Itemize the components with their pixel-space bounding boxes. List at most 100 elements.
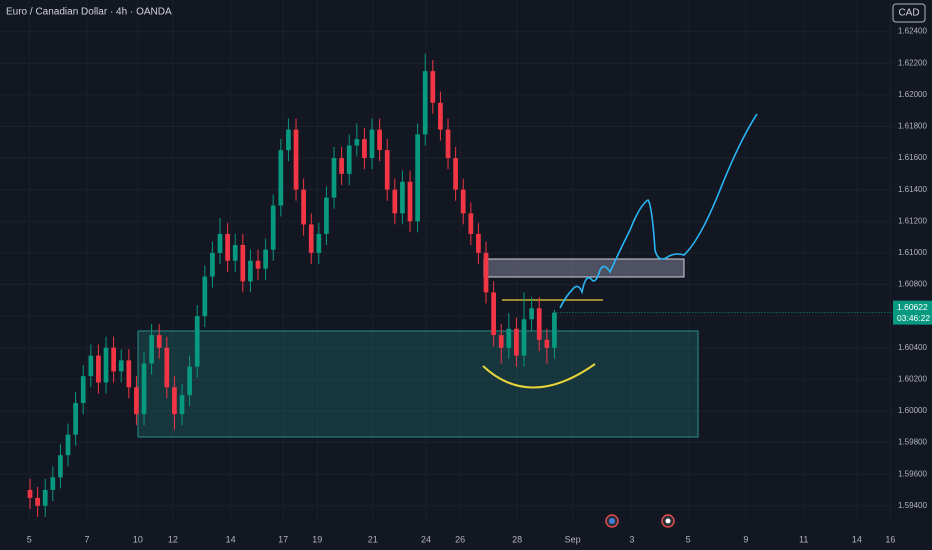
- candle-body: [354, 139, 360, 146]
- x-tick-label: 21: [368, 534, 378, 544]
- x-tick-label: 24: [421, 534, 431, 544]
- x-tick-label: 5: [686, 534, 691, 544]
- x-tick-label: 16: [885, 534, 895, 544]
- candle-body: [58, 455, 63, 478]
- candle-body: [362, 139, 367, 159]
- candle-body: [240, 244, 246, 282]
- candle-body: [316, 233, 322, 253]
- x-tick-label: 12: [168, 534, 178, 544]
- last-price-tag: [893, 300, 932, 325]
- candle-body: [187, 366, 192, 396]
- candle-body: [301, 189, 306, 225]
- candle-body: [430, 71, 436, 103]
- event-icon-dot: [665, 518, 671, 524]
- price-axis: [893, 0, 932, 550]
- y-tick-label: 1.60200: [898, 374, 927, 383]
- candle-body: [400, 181, 405, 214]
- y-tick-label: 1.60000: [898, 406, 927, 415]
- candle-body: [491, 292, 496, 336]
- candle-body: [134, 387, 139, 415]
- candle-body: [308, 224, 314, 253]
- rounding-bottom: [482, 363, 596, 389]
- candle-body: [118, 360, 124, 372]
- candle-body: [407, 181, 413, 222]
- candle-body: [521, 319, 527, 356]
- y-tick-label: 1.60400: [898, 343, 927, 352]
- countdown-label: 03:46:22: [897, 313, 930, 323]
- candle-body: [202, 276, 208, 317]
- x-tick-label: 14: [226, 534, 236, 544]
- currency-button[interactable]: [892, 3, 926, 23]
- candle-body: [27, 489, 33, 498]
- candle-body: [164, 347, 170, 388]
- x-tick-label: 26: [455, 534, 465, 544]
- last-price-label: 1.60622: [897, 302, 928, 312]
- candle-body: [438, 102, 443, 130]
- candle-body: [324, 197, 329, 234]
- candle-body: [50, 477, 56, 490]
- x-tick-label: 3: [629, 534, 634, 544]
- candle-body: [141, 363, 147, 415]
- y-tick-label: 1.61200: [898, 216, 927, 225]
- y-tick-label: 1.61400: [898, 185, 927, 194]
- event-icon-dot: [609, 518, 615, 524]
- time-axis: [0, 520, 932, 550]
- candle-body: [552, 312, 557, 348]
- chart-title: Euro / Canadian Dollar · 4h · OANDA: [6, 7, 172, 18]
- candle-body: [544, 339, 550, 348]
- projection-path: [559, 113, 758, 309]
- candle-body: [369, 129, 375, 159]
- candle-body: [172, 387, 177, 415]
- candle-body: [498, 335, 504, 348]
- candle-body: [339, 158, 344, 174]
- candle-body: [126, 360, 132, 388]
- y-tick-label: 1.60800: [898, 280, 927, 289]
- candle-body: [96, 355, 101, 383]
- y-tick-label: 1.62000: [898, 90, 927, 99]
- candle-body: [232, 244, 238, 261]
- candle-body: [286, 129, 291, 151]
- x-tick-label: Sep: [565, 534, 581, 544]
- candle-body: [445, 129, 451, 159]
- candle-body: [194, 316, 200, 367]
- candle-body: [278, 150, 284, 206]
- x-tick-label: 11: [799, 534, 808, 544]
- x-tick-label: 7: [85, 534, 90, 544]
- candle-body: [331, 158, 337, 198]
- candle-body: [536, 308, 542, 340]
- candle-body: [88, 355, 94, 377]
- axes: 1.62400 1.62200 1.62000 1.61800 1.61600 1.614…: [27, 27, 928, 545]
- x-tick-label: 28: [512, 534, 522, 544]
- candle-body: [384, 150, 390, 190]
- candles: [27, 53, 557, 517]
- candle-body: [65, 434, 71, 456]
- candle-body: [103, 347, 109, 383]
- candle-body: [483, 252, 489, 293]
- candle-body: [392, 189, 398, 214]
- candle-body: [73, 403, 78, 435]
- candle-body: [179, 395, 185, 415]
- candle-body: [468, 213, 474, 234]
- candle-body: [453, 158, 458, 190]
- candle-body: [476, 233, 481, 253]
- x-tick-label: 14: [852, 534, 862, 544]
- candle-body: [111, 347, 116, 372]
- candle-body: [514, 328, 519, 356]
- x-tick-label: 19: [312, 534, 322, 544]
- candle-body: [210, 252, 215, 277]
- y-tick-label: 1.62400: [898, 27, 927, 36]
- candle-body: [415, 134, 420, 222]
- candle-body: [156, 335, 162, 348]
- candle-body: [377, 129, 382, 151]
- candle-body: [225, 233, 230, 261]
- candle-body: [460, 189, 466, 214]
- candle-body: [248, 260, 253, 282]
- y-tick-label: 1.59800: [898, 438, 927, 447]
- candle-body: [80, 376, 86, 404]
- currency-label[interactable]: CAD: [898, 8, 919, 19]
- candle-body: [263, 249, 268, 269]
